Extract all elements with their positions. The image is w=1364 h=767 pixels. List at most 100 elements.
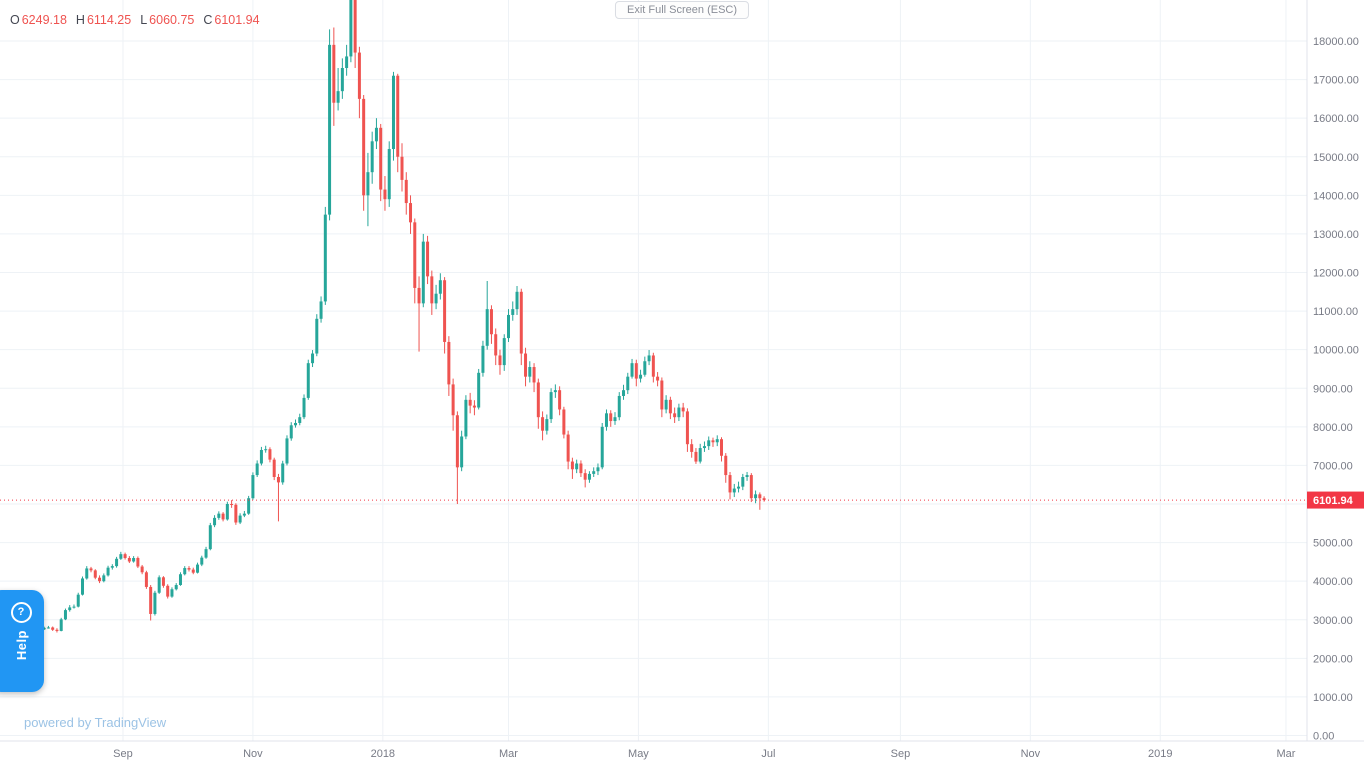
candle-body xyxy=(468,399,472,406)
time-tick-label: Jul xyxy=(761,748,775,760)
candle-body xyxy=(81,578,84,595)
price-tick-label: 1000.00 xyxy=(1313,692,1353,704)
candle-body xyxy=(434,293,438,304)
candle-body xyxy=(106,567,110,576)
candle-body xyxy=(157,577,161,593)
candle-body xyxy=(656,376,660,381)
candle-body xyxy=(592,471,596,474)
tradingview-attribution-text: powered by TradingView xyxy=(24,715,167,730)
candle-body xyxy=(170,589,174,597)
candle-body xyxy=(294,422,297,426)
candle-body xyxy=(268,449,272,460)
candle-body xyxy=(732,488,736,493)
candle-body xyxy=(417,287,421,304)
price-tick-label: 17000.00 xyxy=(1313,75,1359,87)
candle-body xyxy=(213,517,217,526)
candle-body xyxy=(328,44,332,215)
candle-body xyxy=(259,449,263,464)
candle-body xyxy=(613,417,617,422)
candle-body xyxy=(187,568,191,570)
candle-body xyxy=(583,473,587,480)
candle-body xyxy=(127,558,131,562)
exit-fullscreen-hint: Exit Full Screen (ESC) xyxy=(614,1,750,19)
candle-body xyxy=(98,577,102,582)
candle-body xyxy=(532,367,536,383)
candle-body xyxy=(370,141,374,173)
price-tick-label: 12000.00 xyxy=(1313,268,1359,280)
candle-body xyxy=(200,557,204,565)
price-tick-label: 3000.00 xyxy=(1313,615,1353,627)
candle-body xyxy=(319,301,323,319)
candle-body xyxy=(677,407,681,418)
price-tick-label: 4000.00 xyxy=(1313,576,1353,588)
candle-body xyxy=(302,397,306,418)
candle-body xyxy=(366,172,370,196)
candle-body xyxy=(430,276,434,304)
candle-body xyxy=(115,558,119,567)
time-tick-label: May xyxy=(628,748,649,760)
time-tick-label: Sep xyxy=(891,748,911,760)
candle-body xyxy=(336,91,340,103)
candles[interactable] xyxy=(17,0,766,639)
candle-body xyxy=(272,459,276,477)
candle-body xyxy=(715,439,719,443)
candle-body xyxy=(720,439,723,456)
candle-body xyxy=(161,577,165,586)
candle-body xyxy=(413,222,417,288)
time-tick-label: Mar xyxy=(1276,748,1295,760)
help-button[interactable]: ? Help xyxy=(0,590,44,692)
candle-body xyxy=(123,554,127,559)
candle-body xyxy=(443,280,447,342)
candle-body xyxy=(494,334,498,356)
candle-body xyxy=(276,476,280,483)
price-tick-label: 10000.00 xyxy=(1313,345,1359,357)
candle-body xyxy=(349,0,353,57)
price-tick-label: 0.00 xyxy=(1313,731,1334,743)
candle-body xyxy=(545,419,549,431)
price-tick-label: 8000.00 xyxy=(1313,422,1353,434)
candle-body xyxy=(178,574,182,586)
price-axis[interactable]: 18000.00 17000.00 16000.00 15000.00 14000.00… xyxy=(1306,0,1364,743)
candle-body xyxy=(485,309,489,346)
candle-body xyxy=(264,449,268,451)
candle-body xyxy=(426,241,430,277)
candle-body xyxy=(762,498,766,501)
candle-body xyxy=(379,127,383,190)
candle-body xyxy=(481,345,485,373)
candle-body xyxy=(553,390,557,393)
time-tick-label: Nov xyxy=(243,748,263,760)
candle-body xyxy=(404,179,408,204)
candle-body xyxy=(357,52,361,99)
candle-body xyxy=(85,568,89,579)
candle-body xyxy=(596,467,600,472)
candle-body xyxy=(76,594,80,607)
grid-lines xyxy=(0,0,1307,741)
exit-fullscreen-hint-text: Exit Full Screen (ESC) xyxy=(626,4,738,16)
candle-body xyxy=(132,558,136,562)
candle-body xyxy=(639,374,643,379)
candle-body xyxy=(758,494,762,499)
candle-body xyxy=(604,413,608,427)
candle-body xyxy=(741,476,745,487)
candle-body xyxy=(622,390,626,396)
price-tick-label: 18000.00 xyxy=(1313,36,1359,48)
tradingview-attribution-link[interactable]: powered by TradingView xyxy=(24,715,166,730)
candle-body xyxy=(298,417,302,423)
candle-body xyxy=(737,486,741,489)
time-tick-label: 2018 xyxy=(371,748,395,760)
time-axis[interactable]: Sep Nov 2018 Mar May Jul Sep Nov 2019 Mar xyxy=(0,740,1364,760)
candle-body xyxy=(447,341,451,385)
time-tick-label: Mar xyxy=(499,748,518,760)
candle-body xyxy=(63,610,67,620)
candle-body xyxy=(660,380,664,410)
price-tick-label: 5000.00 xyxy=(1313,538,1353,550)
candle-body xyxy=(707,440,711,447)
candle-body xyxy=(383,189,387,200)
candle-body xyxy=(289,425,293,439)
candle-body xyxy=(558,390,562,410)
candle-body xyxy=(255,463,259,476)
candle-body xyxy=(362,98,366,196)
candle-body xyxy=(507,314,510,339)
